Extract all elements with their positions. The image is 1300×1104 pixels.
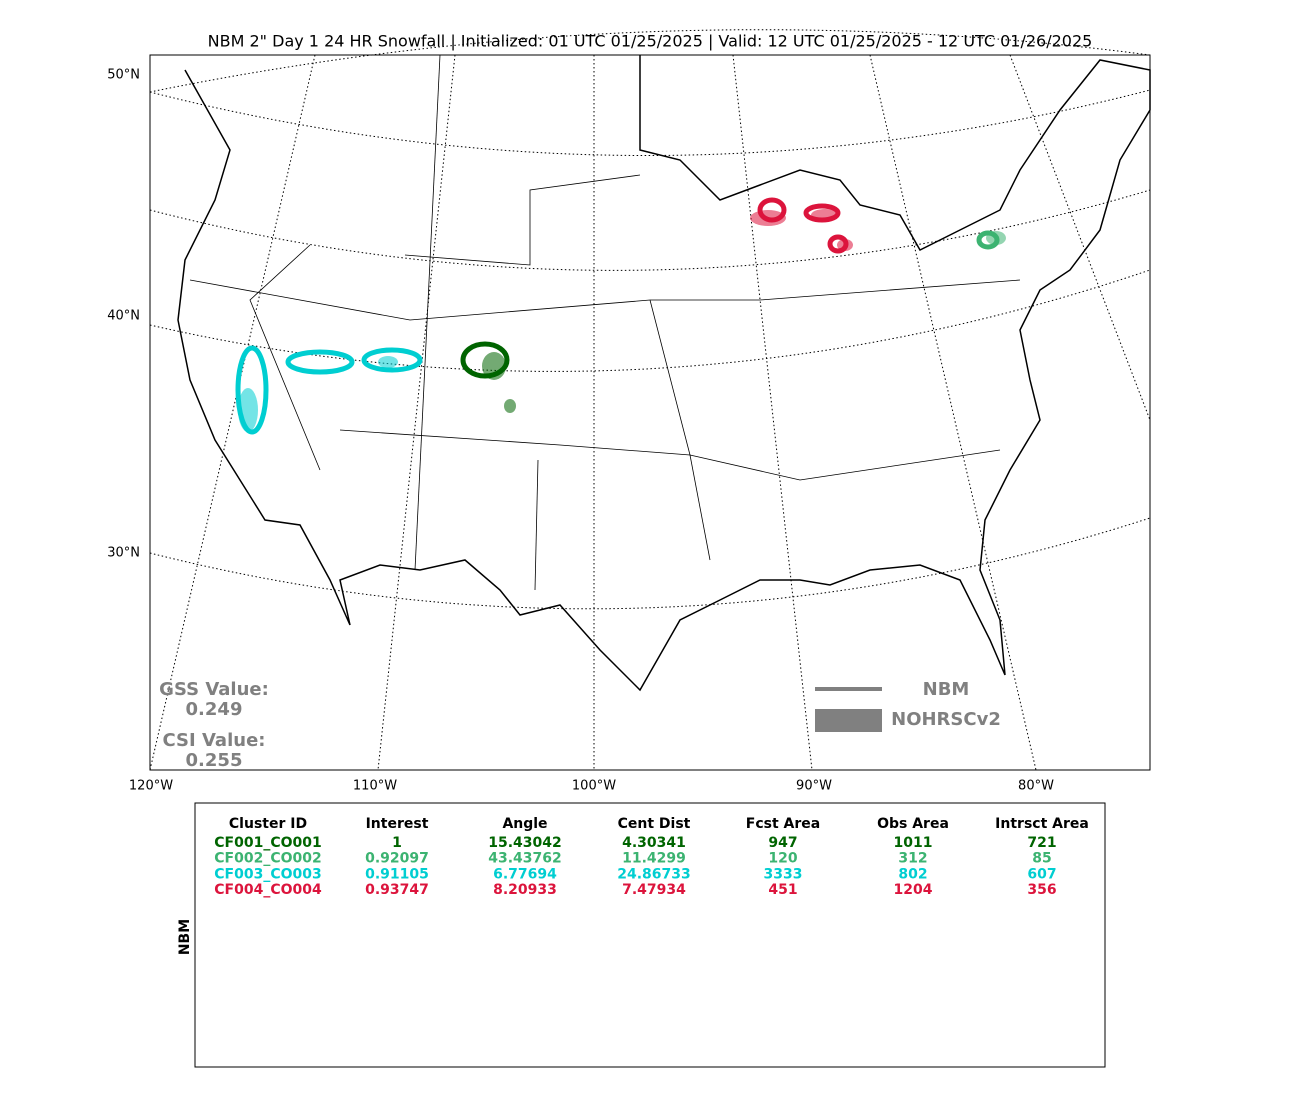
legend-label: NOHRSCv2 xyxy=(891,709,1001,730)
table-cell: 120 xyxy=(768,851,797,867)
lat-label: 40°N xyxy=(107,309,140,324)
fcst-outline xyxy=(976,230,1000,250)
table-frame xyxy=(194,802,1106,1068)
table-cell: 24.86733 xyxy=(617,866,691,882)
table-cell: 85 xyxy=(1032,851,1051,867)
table-cell: 0.91105 xyxy=(365,866,429,882)
table-cell: 0.93747 xyxy=(365,882,429,898)
lon-label: 110°W xyxy=(353,779,397,794)
coastline xyxy=(177,55,1151,692)
table-cell: 7.47934 xyxy=(622,882,686,898)
table-cell: 43.43762 xyxy=(488,851,562,867)
table-cell: 3333 xyxy=(764,866,803,882)
table-header: Obs Area xyxy=(877,816,949,832)
table-cell: 312 xyxy=(898,851,927,867)
fcst-outline xyxy=(803,203,841,223)
table-cell: CF002_CO002 xyxy=(214,851,321,867)
table-cell: 8.20933 xyxy=(493,882,557,898)
table-cell: 607 xyxy=(1027,866,1056,882)
fcst-outline xyxy=(235,345,269,435)
scores: GSS Value: 0.249 CSI Value: 0.255 xyxy=(159,679,269,771)
table-header: Fcst Area xyxy=(746,816,820,832)
fcst-outline xyxy=(827,234,849,254)
table-cell: 947 xyxy=(768,835,797,851)
fcst-outline xyxy=(285,349,355,375)
table-cell: CF004_CO004 xyxy=(214,882,322,898)
lat-label: 30°N xyxy=(107,546,140,561)
table-header: Cluster ID xyxy=(229,816,307,832)
title: NBM 2" Day 1 24 HR Snowfall | Initialize… xyxy=(208,32,1093,51)
table-cell: 4.30341 xyxy=(622,835,686,851)
lon-labels: 120°W 110°W 100°W 90°W 80°W xyxy=(129,779,1054,794)
fcst-outline xyxy=(460,341,510,379)
table-cell: 1204 xyxy=(894,882,933,898)
lat-labels: 50°N 40°N 30°N xyxy=(107,68,140,561)
state-lines xyxy=(189,54,1021,591)
gss-label: GSS Value: xyxy=(159,679,269,700)
lon-label: 90°W xyxy=(796,779,832,794)
obs-area xyxy=(378,356,398,368)
table-body: Cluster ID Interest Angle Cent Dist Fcst Are… xyxy=(214,816,1089,898)
table-cell: 11.4299 xyxy=(622,851,686,867)
table-cell: 15.43042 xyxy=(488,835,562,851)
table-side-label: NBM xyxy=(177,919,193,955)
lat-label: 50°N xyxy=(107,68,140,83)
table-cell: CF001_CO001 xyxy=(214,835,321,851)
lon-label: 80°W xyxy=(1018,779,1054,794)
table-cell: 6.77694 xyxy=(493,866,557,882)
table-cell: 0.92097 xyxy=(365,851,429,867)
table-cell: 356 xyxy=(1027,882,1056,898)
gss-value: 0.249 xyxy=(186,699,243,720)
table-cell: 802 xyxy=(898,866,927,882)
table-cell: 1 xyxy=(392,835,402,851)
csi-value: 0.255 xyxy=(186,750,243,771)
graticule xyxy=(149,29,1151,771)
table-header: Intrsct Area xyxy=(995,816,1089,832)
lon-label: 100°W xyxy=(572,779,616,794)
obs-area xyxy=(504,399,516,413)
table-header: Angle xyxy=(502,816,547,832)
table-header: Interest xyxy=(366,816,429,832)
csi-label: CSI Value: xyxy=(163,730,266,751)
legend-label: NBM xyxy=(923,679,970,700)
lon-label: 120°W xyxy=(129,779,173,794)
table-header: Cent Dist xyxy=(618,816,691,832)
legend: NBM NOHRSCv2 xyxy=(815,679,1001,732)
table-cell: 721 xyxy=(1027,835,1056,851)
fcst-outline xyxy=(361,347,423,373)
clusters xyxy=(235,197,1006,435)
table: NBM Cluster ID Interest Angle Cent Dist Fcst… xyxy=(177,802,1106,1068)
table-cell: 1011 xyxy=(894,835,933,851)
fcst-outline xyxy=(757,197,787,223)
table-cell: CF003_CO003 xyxy=(214,866,321,882)
map xyxy=(149,29,1151,771)
map-frame xyxy=(149,54,1151,771)
legend-swatch xyxy=(815,709,882,732)
table-cell: 451 xyxy=(768,882,797,898)
